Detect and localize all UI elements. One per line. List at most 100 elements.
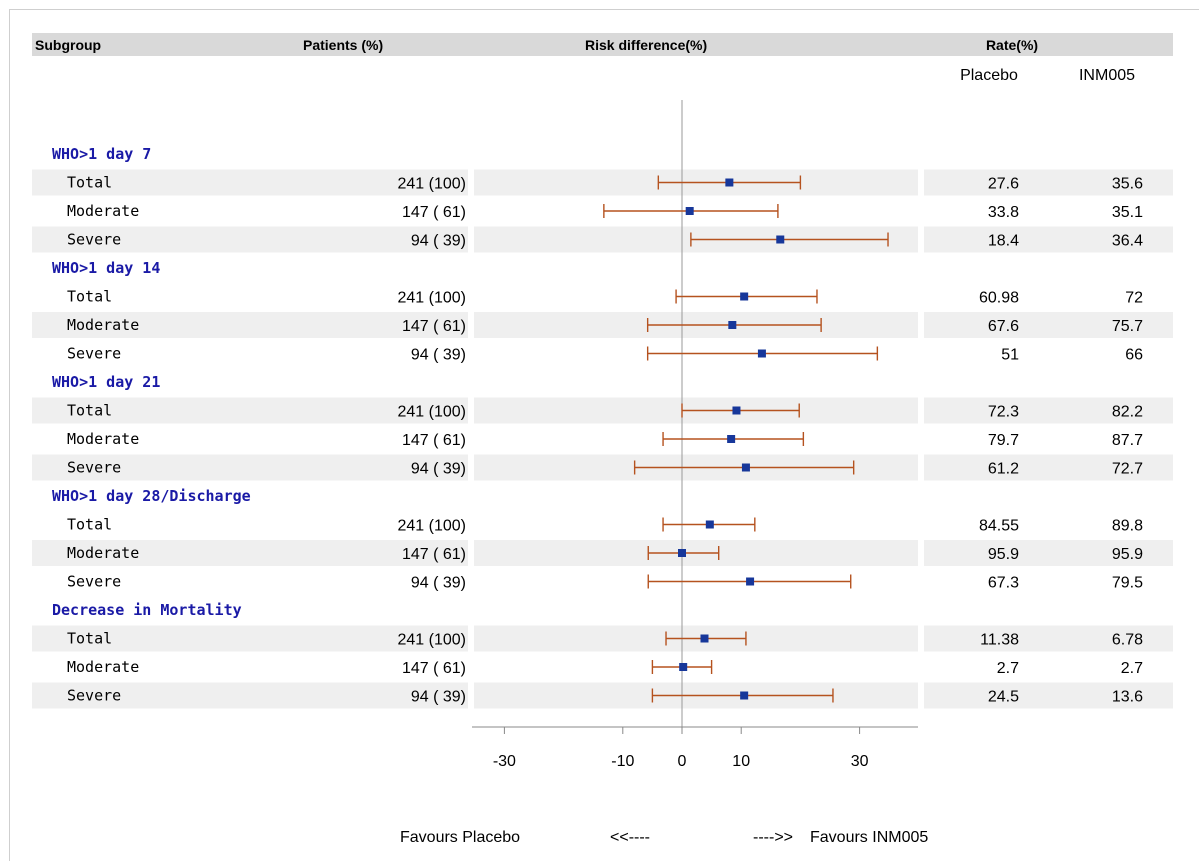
row-patients-value: 94 ( 39) bbox=[411, 461, 466, 478]
row-labels: WHO>1 day 7 Total 241 (100) 27.6 35.6 Moderat… bbox=[52, 145, 1143, 706]
row-inm005-rate: 79.5 bbox=[1112, 575, 1143, 592]
row-placebo-rate: 33.8 bbox=[988, 204, 1019, 221]
x-axis: -30 -10 0 10 30 bbox=[472, 726, 918, 770]
row-band-left bbox=[32, 454, 468, 481]
group-label: WHO>1 day 21 bbox=[52, 373, 160, 391]
row-subgroup-label: Moderate bbox=[67, 430, 139, 448]
header-subgroup: Subgroup bbox=[35, 37, 101, 53]
row-placebo-rate: 72.3 bbox=[988, 404, 1019, 421]
row-subgroup-label: Moderate bbox=[67, 202, 139, 220]
row-inm005-rate: 35.1 bbox=[1112, 204, 1143, 221]
row-placebo-rate: 18.4 bbox=[988, 233, 1019, 250]
header-patients: Patients (%) bbox=[303, 37, 383, 53]
row-inm005-rate: 75.7 bbox=[1112, 318, 1143, 335]
row-patients-value: 94 ( 39) bbox=[411, 347, 466, 364]
point-estimate-marker bbox=[678, 549, 686, 557]
header-placebo: Placebo bbox=[960, 67, 1018, 84]
row-inm005-rate: 82.2 bbox=[1112, 404, 1143, 421]
row-placebo-rate: 60.98 bbox=[979, 290, 1019, 307]
row-inm005-rate: 72.7 bbox=[1112, 461, 1143, 478]
row-inm005-rate: 2.7 bbox=[1121, 660, 1143, 677]
row-subgroup-label: Moderate bbox=[67, 544, 139, 562]
row-band-left bbox=[32, 625, 468, 652]
row-subgroup-label: Total bbox=[67, 288, 112, 306]
row-patients-value: 241 (100) bbox=[398, 404, 467, 421]
row-inm005-rate: 87.7 bbox=[1112, 432, 1143, 449]
row-placebo-rate: 27.6 bbox=[988, 176, 1019, 193]
row-patients-value: 241 (100) bbox=[398, 632, 467, 649]
row-subgroup-label: Total bbox=[67, 174, 112, 192]
row-patients-value: 94 ( 39) bbox=[411, 689, 466, 706]
row-band-right bbox=[924, 312, 1173, 338]
header-inm005: INM005 bbox=[1079, 67, 1135, 84]
x-axis-tick-label: -30 bbox=[493, 753, 516, 770]
point-estimate-marker bbox=[740, 292, 749, 301]
point-estimate-marker bbox=[746, 577, 755, 586]
point-estimate-marker bbox=[725, 178, 734, 187]
row-band-right bbox=[924, 454, 1173, 481]
row-subgroup-label: Severe bbox=[67, 573, 121, 591]
row-subgroup-label: Severe bbox=[67, 687, 121, 705]
x-axis-tick-label: 0 bbox=[678, 753, 687, 770]
point-estimate-marker bbox=[705, 520, 714, 529]
row-band-right bbox=[924, 169, 1173, 196]
row-bands bbox=[32, 169, 1173, 709]
row-inm005-rate: 35.6 bbox=[1112, 176, 1143, 193]
row-band-left bbox=[32, 397, 468, 424]
row-patients-value: 147 ( 61) bbox=[402, 318, 466, 335]
row-inm005-rate: 72 bbox=[1125, 290, 1143, 307]
left-arrow-text: <<---- bbox=[610, 829, 650, 846]
row-placebo-rate: 67.6 bbox=[988, 318, 1019, 335]
row-inm005-rate: 66 bbox=[1125, 347, 1143, 364]
row-placebo-rate: 11.38 bbox=[980, 632, 1019, 649]
row-inm005-rate: 13.6 bbox=[1112, 689, 1143, 706]
row-subgroup-label: Total bbox=[67, 402, 112, 420]
row-placebo-rate: 79.7 bbox=[988, 432, 1019, 449]
row-band-left bbox=[32, 169, 468, 196]
row-band-left bbox=[32, 312, 468, 338]
favours-inm005-label: Favours INM005 bbox=[810, 829, 928, 846]
group-label: WHO>1 day 14 bbox=[52, 259, 160, 277]
row-placebo-rate: 67.3 bbox=[988, 575, 1019, 592]
group-label: WHO>1 day 28/Discharge bbox=[52, 487, 251, 505]
row-patients-value: 94 ( 39) bbox=[411, 575, 466, 592]
row-placebo-rate: 95.9 bbox=[988, 546, 1019, 563]
group-label: Decrease in Mortality bbox=[52, 601, 242, 619]
row-patients-value: 94 ( 39) bbox=[411, 233, 466, 250]
row-inm005-rate: 95.9 bbox=[1112, 546, 1143, 563]
row-band-right bbox=[924, 540, 1173, 566]
row-band-right bbox=[924, 226, 1173, 253]
row-patients-value: 147 ( 61) bbox=[402, 204, 466, 221]
row-band-left bbox=[32, 226, 468, 253]
group-label: WHO>1 day 7 bbox=[52, 145, 151, 163]
point-estimate-marker bbox=[757, 349, 766, 358]
header-risk-difference: Risk difference(%) bbox=[585, 37, 707, 53]
row-band-right bbox=[924, 682, 1173, 709]
row-subgroup-label: Severe bbox=[67, 345, 121, 363]
point-estimate-marker bbox=[679, 663, 688, 671]
row-band-right bbox=[924, 397, 1173, 424]
point-estimate-marker bbox=[740, 691, 749, 700]
row-inm005-rate: 36.4 bbox=[1112, 233, 1143, 250]
row-band-right bbox=[924, 625, 1173, 652]
row-band-left bbox=[32, 682, 468, 709]
point-estimate-marker bbox=[732, 406, 741, 415]
row-subgroup-label: Total bbox=[67, 516, 112, 534]
plot-frame bbox=[9, 9, 1199, 861]
row-subgroup-label: Total bbox=[67, 630, 112, 648]
row-patients-value: 241 (100) bbox=[398, 518, 467, 535]
header-rate: Rate(%) bbox=[986, 37, 1038, 53]
row-placebo-rate: 2.7 bbox=[997, 660, 1019, 677]
row-patients-value: 147 ( 61) bbox=[402, 432, 466, 449]
ci-marks bbox=[603, 175, 889, 703]
point-estimate-marker bbox=[727, 435, 736, 443]
row-subgroup-label: Severe bbox=[67, 459, 121, 477]
row-patients-value: 241 (100) bbox=[398, 176, 467, 193]
x-axis-tick-label: 30 bbox=[851, 753, 869, 770]
row-subgroup-label: Severe bbox=[67, 231, 121, 249]
point-estimate-marker bbox=[700, 634, 709, 643]
row-subgroup-label: Moderate bbox=[67, 658, 139, 676]
row-patients-value: 241 (100) bbox=[398, 290, 467, 307]
point-estimate-marker bbox=[741, 463, 750, 472]
